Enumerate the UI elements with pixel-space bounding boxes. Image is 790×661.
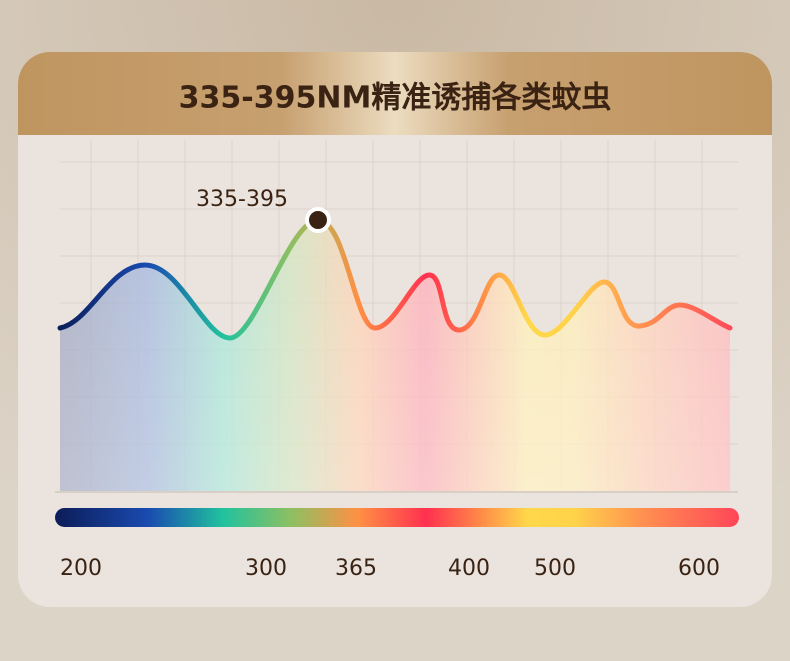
- axis-label: 365: [335, 556, 377, 581]
- axis-label: 400: [448, 556, 490, 581]
- peak-annotation: 335-395: [196, 187, 288, 212]
- axis-label: 300: [245, 556, 287, 581]
- peak-marker: [305, 207, 331, 233]
- spectrum-area: [60, 220, 730, 492]
- header-band: [18, 52, 772, 135]
- axis-label: 500: [534, 556, 576, 581]
- color-bar: [55, 508, 739, 527]
- spectrum-curve: [57, 217, 733, 341]
- title: 335-395NM精准诱捕各类蚊虫: [179, 81, 612, 116]
- axis-labels: 200 300 365 400 500 600: [60, 556, 720, 581]
- axis-label: 200: [60, 556, 102, 581]
- axis-label: 600: [678, 556, 720, 581]
